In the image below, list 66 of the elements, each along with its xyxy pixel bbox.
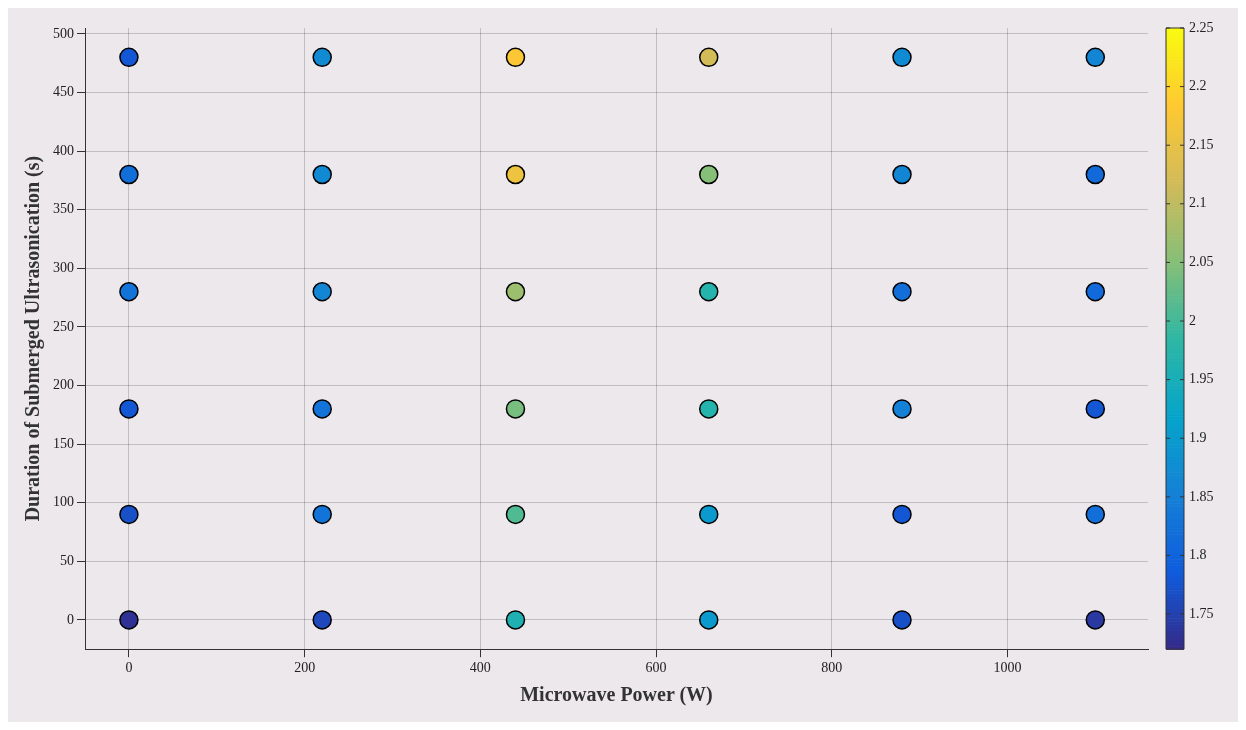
point [1085,164,1106,185]
point [119,399,139,419]
x-tick-label: 600 [645,660,667,676]
y-tick-label: 250 [53,318,74,334]
color-bar-label: 2.1 [1189,195,1207,211]
x-tick-label: 400 [469,660,491,676]
point [1085,610,1106,630]
color-bar-label: 1.8 [1189,547,1207,563]
point [505,399,526,419]
point [312,281,332,302]
y-tick-label: 300 [53,259,74,275]
color-bar-label: 1.9 [1189,429,1207,445]
point [698,164,719,185]
y-tick-label: 150 [53,435,74,451]
point [505,504,526,525]
y-tick-label: 50 [60,552,74,568]
point [1085,47,1106,68]
y-tick-label: 400 [53,142,74,158]
y-tick-label: 450 [53,84,74,100]
point [892,399,912,419]
point [698,610,719,630]
point [892,504,912,525]
x-tick-label: 1000 [993,660,1022,676]
point [892,164,912,185]
point [698,399,719,419]
point [892,610,912,630]
point [698,47,719,68]
x-tick-label: 800 [821,660,843,676]
point [1085,504,1106,525]
point [119,47,139,68]
point [505,281,526,302]
y-tick-label: 100 [53,494,74,510]
point [698,504,719,525]
point [312,399,332,419]
point [119,164,139,185]
point [119,504,139,525]
color-bar-label: 1.95 [1189,371,1214,387]
point [312,47,332,68]
point [505,47,526,68]
color-bar-label: 2.25 [1189,19,1214,35]
point [892,47,912,68]
point [505,164,526,185]
color-bar-label: 1.85 [1189,488,1214,504]
color-bar-label: 2.2 [1189,78,1207,94]
y-tick-label: 200 [53,377,74,393]
point [119,610,139,630]
y-tick-label: 350 [53,201,74,217]
point [1085,281,1106,302]
y-tick-label: 500 [53,25,74,41]
y-tick-label: 0 [67,611,74,627]
point [505,610,526,630]
color-bar-label: 1.75 [1189,605,1214,621]
y-axis-title: Duration of Submerged Ultrasonication (s) [21,155,45,522]
point [312,610,332,630]
color-bar-label: 2.15 [1189,136,1214,152]
point [698,281,719,302]
color-bar-label: 2 [1189,312,1196,328]
x-axis-title: Microwave Power (W) [520,683,713,707]
point [312,504,332,525]
x-tick-label: 200 [294,660,316,676]
point [119,281,139,302]
point [312,164,332,185]
point [892,281,912,302]
point [1085,399,1106,419]
x-tick-label: 0 [125,660,133,676]
color-bar-label: 2.05 [1189,254,1214,270]
